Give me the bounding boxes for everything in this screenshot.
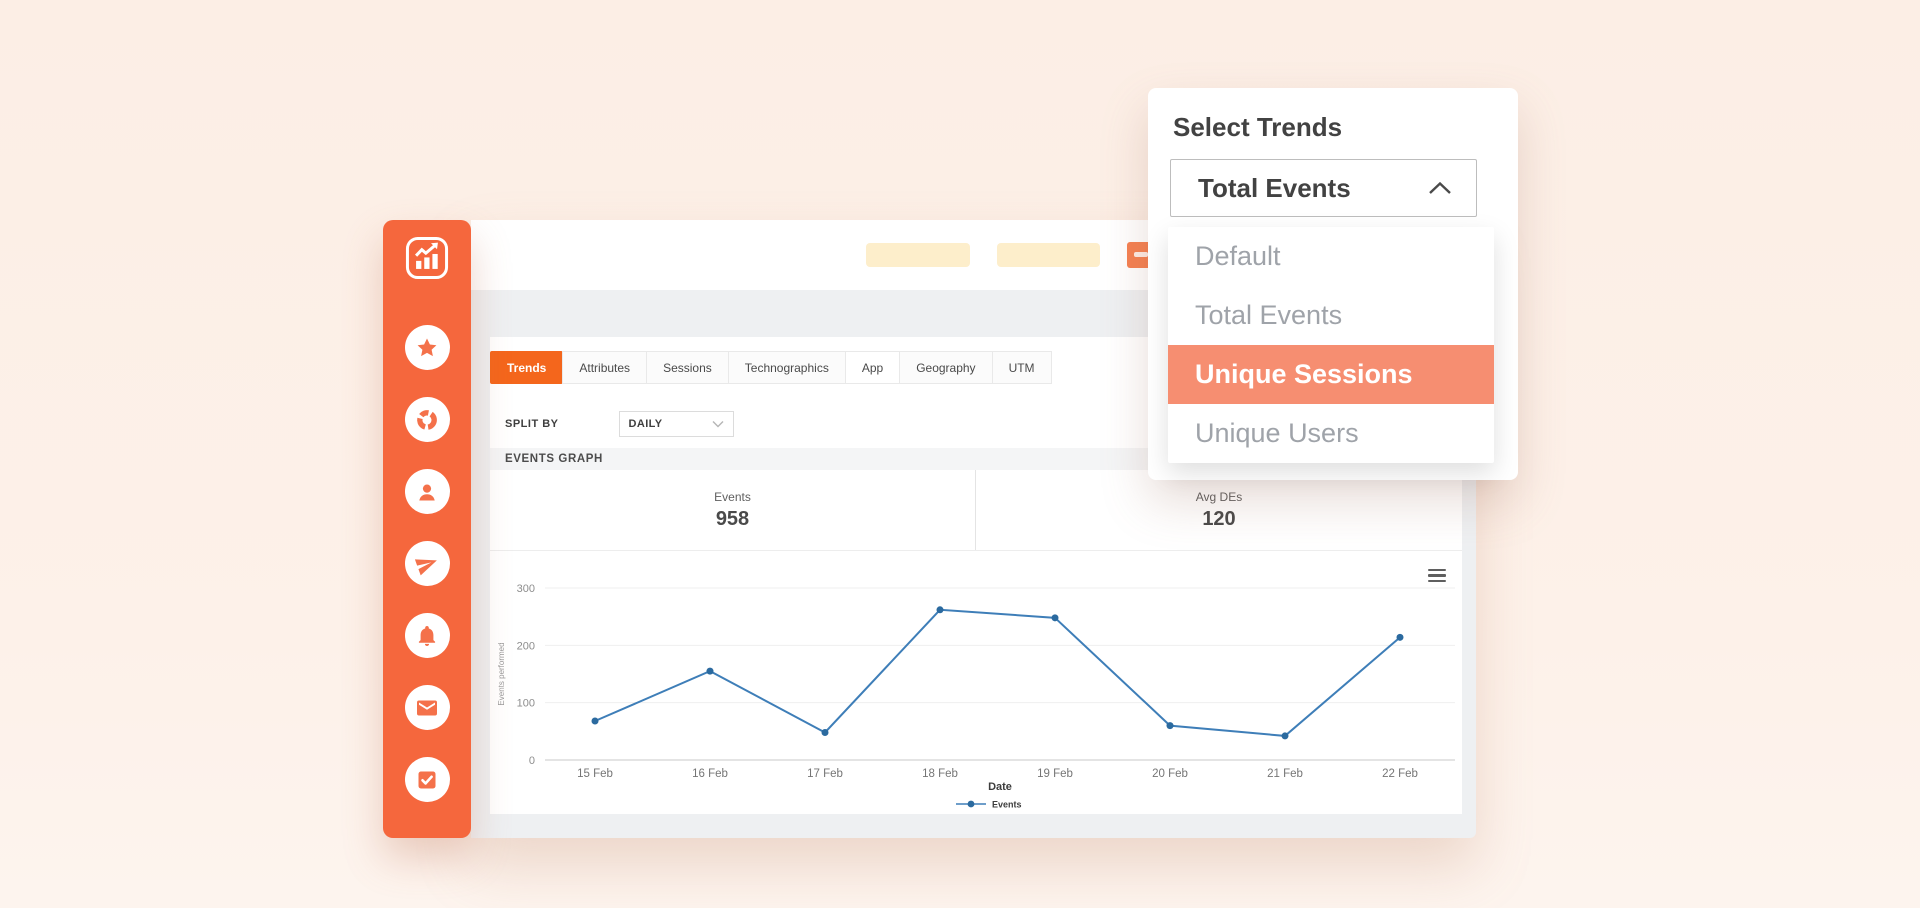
tab-attributes[interactable]: Attributes — [562, 351, 648, 384]
x-tick-label: 20 Feb — [1152, 768, 1188, 780]
trends-select-value: Total Events — [1198, 172, 1351, 203]
chevron-up-icon — [1429, 181, 1451, 194]
events-line — [594, 608, 1401, 737]
data-point — [821, 728, 829, 736]
bell-icon[interactable] — [404, 613, 450, 658]
user-icon[interactable] — [404, 469, 450, 514]
split-by-select[interactable]: DAILY — [618, 411, 734, 437]
y-tick-label: 0 — [529, 755, 535, 767]
legend-marker-dot — [967, 800, 975, 808]
analytics-chart-logo-icon[interactable] — [404, 235, 450, 281]
donut-chart-icon[interactable] — [404, 397, 450, 442]
sidebar — [383, 220, 471, 838]
data-point — [706, 667, 714, 675]
tab-sessions[interactable]: Sessions — [646, 351, 729, 384]
star-icon[interactable] — [404, 325, 450, 370]
chevron-down-icon — [712, 421, 724, 428]
stat-avg-des: Avg DEs 120 — [976, 470, 1462, 550]
data-point — [1051, 614, 1059, 622]
stats-row: Events 958 Avg DEs 120 — [490, 470, 1462, 551]
y-axis-title: Events performed — [497, 642, 506, 705]
events-line-chart: 0 100 200 300 Events performed 15 Feb 16 Feb 17… — [497, 583, 1455, 810]
x-tick-label: 21 Feb — [1267, 768, 1303, 780]
split-by-value: DAILY — [628, 418, 663, 430]
data-point — [1396, 633, 1404, 641]
data-point — [1281, 732, 1289, 740]
tab-utm[interactable]: UTM — [991, 351, 1052, 384]
x-tick-label: 18 Feb — [922, 768, 958, 780]
tab-trends[interactable]: Trends — [490, 351, 564, 384]
chart-context-menu-icon[interactable] — [1428, 569, 1446, 582]
legend-label: Events — [992, 800, 1022, 810]
data-point — [591, 717, 599, 725]
check-square-icon[interactable] — [404, 757, 450, 802]
stat-events: Events 958 — [490, 470, 976, 550]
option-total-events[interactable]: Total Events — [1195, 300, 1343, 330]
header-placeholder — [866, 243, 970, 267]
select-trends-panel: Select Trends Total Events Default Total… — [1148, 88, 1518, 480]
option-default[interactable]: Default — [1195, 241, 1281, 271]
y-tick-label: 200 — [517, 640, 535, 652]
tab-geography[interactable]: Geography — [899, 351, 993, 384]
stat-value: 958 — [715, 507, 750, 530]
option-unique-users[interactable]: Unique Users — [1195, 418, 1359, 448]
section-title: EVENTS GRAPH — [505, 453, 603, 465]
x-tick-label: 22 Feb — [1382, 768, 1418, 780]
trends-select[interactable]: Total Events — [1170, 159, 1477, 217]
panel-title: Select Trends — [1173, 112, 1343, 142]
x-tick-label: 16 Feb — [692, 768, 728, 780]
envelope-icon[interactable] — [404, 685, 450, 730]
split-by-label: SPLIT BY — [505, 418, 559, 430]
paper-plane-icon[interactable] — [404, 541, 450, 586]
data-point — [936, 606, 944, 614]
option-unique-sessions[interactable]: Unique Sessions — [1168, 345, 1494, 404]
tab-app[interactable]: App — [844, 351, 901, 384]
x-tick-label: 17 Feb — [807, 768, 843, 780]
data-point — [1166, 722, 1174, 730]
tab-technographics[interactable]: Technographics — [727, 351, 846, 384]
x-tick-label: 19 Feb — [1037, 768, 1073, 780]
trends-option-list: Default Total Events Unique Sessions Uni… — [1168, 227, 1494, 463]
y-tick-label: 300 — [517, 583, 535, 595]
x-tick-label: 15 Feb — [577, 768, 613, 780]
stat-label: Events — [714, 489, 751, 504]
chart-area: 0 100 200 300 Events performed 15 Feb 16 Feb 17… — [490, 551, 1462, 814]
tab-bar: Trends Attributes Sessions Technographic… — [490, 351, 1052, 384]
sidebar-nav — [404, 325, 450, 802]
y-tick-label: 100 — [517, 698, 535, 710]
x-axis-title: Date — [988, 781, 1012, 793]
stat-label: Avg DEs — [1195, 489, 1243, 504]
split-by-row: SPLIT BY DAILY — [505, 411, 734, 437]
button-label-placeholder — [1134, 252, 1148, 257]
header-placeholder — [997, 243, 1100, 267]
stat-value: 120 — [1202, 507, 1236, 530]
